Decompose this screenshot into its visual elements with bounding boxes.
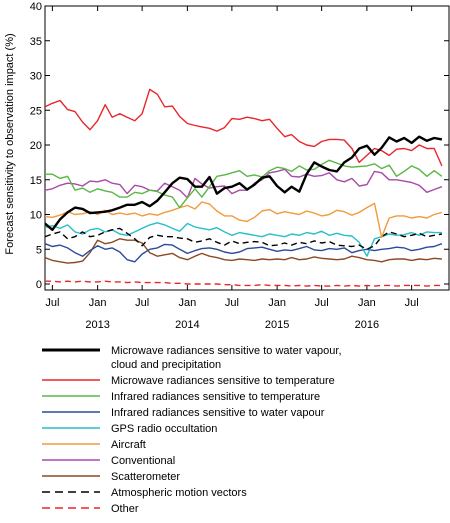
y-axis-label: Forecast sensitivity to observation impa… [4,33,16,254]
legend-label: Infrared radiances sensitive to water va… [111,407,325,419]
series-lines [45,88,443,287]
x-year-label: 2014 [175,319,199,331]
x-year-label: 2015 [265,319,289,331]
y-tick-label: 20 [30,140,42,152]
series-line-microwave-radiances-sensitive-to-temperature [45,88,443,167]
series-line-conventional [45,168,443,199]
plot-area: 0 5 10 15 20 25 30 35 40 Jul Jan Jul Jan Jul Jan Jul Jan… [30,1,450,331]
x-tick-label: Jan [178,297,196,309]
legend-label: Atmospheric motion vectors [111,487,247,499]
legend: Microwave radiances sensitive to water v… [42,345,342,515]
y-tick-label: 5 [36,244,42,256]
x-year-label: 2016 [355,319,379,331]
x-year-label: 2013 [85,319,109,331]
legend-label: Microwave radiances sensitive to tempera… [111,375,335,387]
series-line-microwave-radiances-sensitive-to-water-vapour-cloud-and-precipitation [45,135,443,232]
y-tick-label: 25 [30,105,42,117]
x-tick-label: Jan [268,297,286,309]
series-line-gps-radio-occultation [45,222,442,257]
series-line-other [45,280,442,287]
x-tick-label: Jan [89,297,107,309]
y-tick-label: 40 [30,1,42,13]
legend-label: Infrared radiances sensitive to temperat… [111,391,320,403]
y-tick-label: 35 [30,36,42,48]
x-tick-label: Jan [358,297,376,309]
legend-label: Conventional [111,455,175,467]
x-tick-label: Jul [405,297,419,309]
y-tick-label: 15 [30,175,42,187]
legend-label: Aircraft [111,439,146,451]
x-tick-label: Jul [225,297,239,309]
series-line-aircraft [45,201,443,239]
legend-label: Other [111,503,139,515]
series-line-atmospheric-motion-vectors [45,227,443,251]
y-tick-label: 30 [30,71,42,83]
plot-frame [44,5,450,291]
series-line-infrared-radiances-sensitive-to-temperature [45,159,443,209]
legend-label: cloud and precipitation [111,359,221,371]
series-line-scatterometer [45,238,442,264]
x-tick-label: Jul [135,297,149,309]
x-tick-label: Jul [315,297,329,309]
legend-label: GPS radio occultation [111,423,217,435]
legend-label: Scatterometer [111,471,180,483]
y-tick-label: 10 [30,210,42,222]
series-line-infrared-radiances-sensitive-to-water-vapour [45,243,443,263]
y-tick-label: 0 [36,279,42,291]
x-tick-label: Jul [45,297,59,309]
legend-label: Microwave radiances sensitive to water v… [111,345,342,357]
